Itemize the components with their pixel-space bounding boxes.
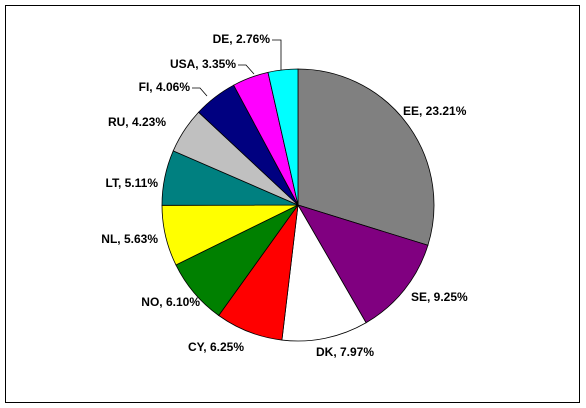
leader-line [192,87,208,97]
data-label: LT, 5.11% [106,176,159,190]
pie-slice [281,203,367,342]
data-label: CY, 6.25% [188,340,244,354]
pie-slice [297,68,435,246]
data-label: RU, 4.23% [108,115,166,129]
data-label: FI, 4.06% [139,80,191,94]
data-label: USA, 3.35% [170,57,236,71]
pie-slice [267,68,299,206]
data-label: SE, 9.25% [411,290,468,304]
leader-line [272,39,282,70]
pie-slice [297,204,429,324]
data-label: DE, 2.76% [213,32,271,46]
data-label: DK, 7.97% [316,345,374,359]
leader-line [238,64,255,75]
data-label: EE, 23.21% [403,104,467,118]
data-label: NL, 5.63% [101,232,158,246]
data-label: NO, 6.10% [141,295,200,309]
